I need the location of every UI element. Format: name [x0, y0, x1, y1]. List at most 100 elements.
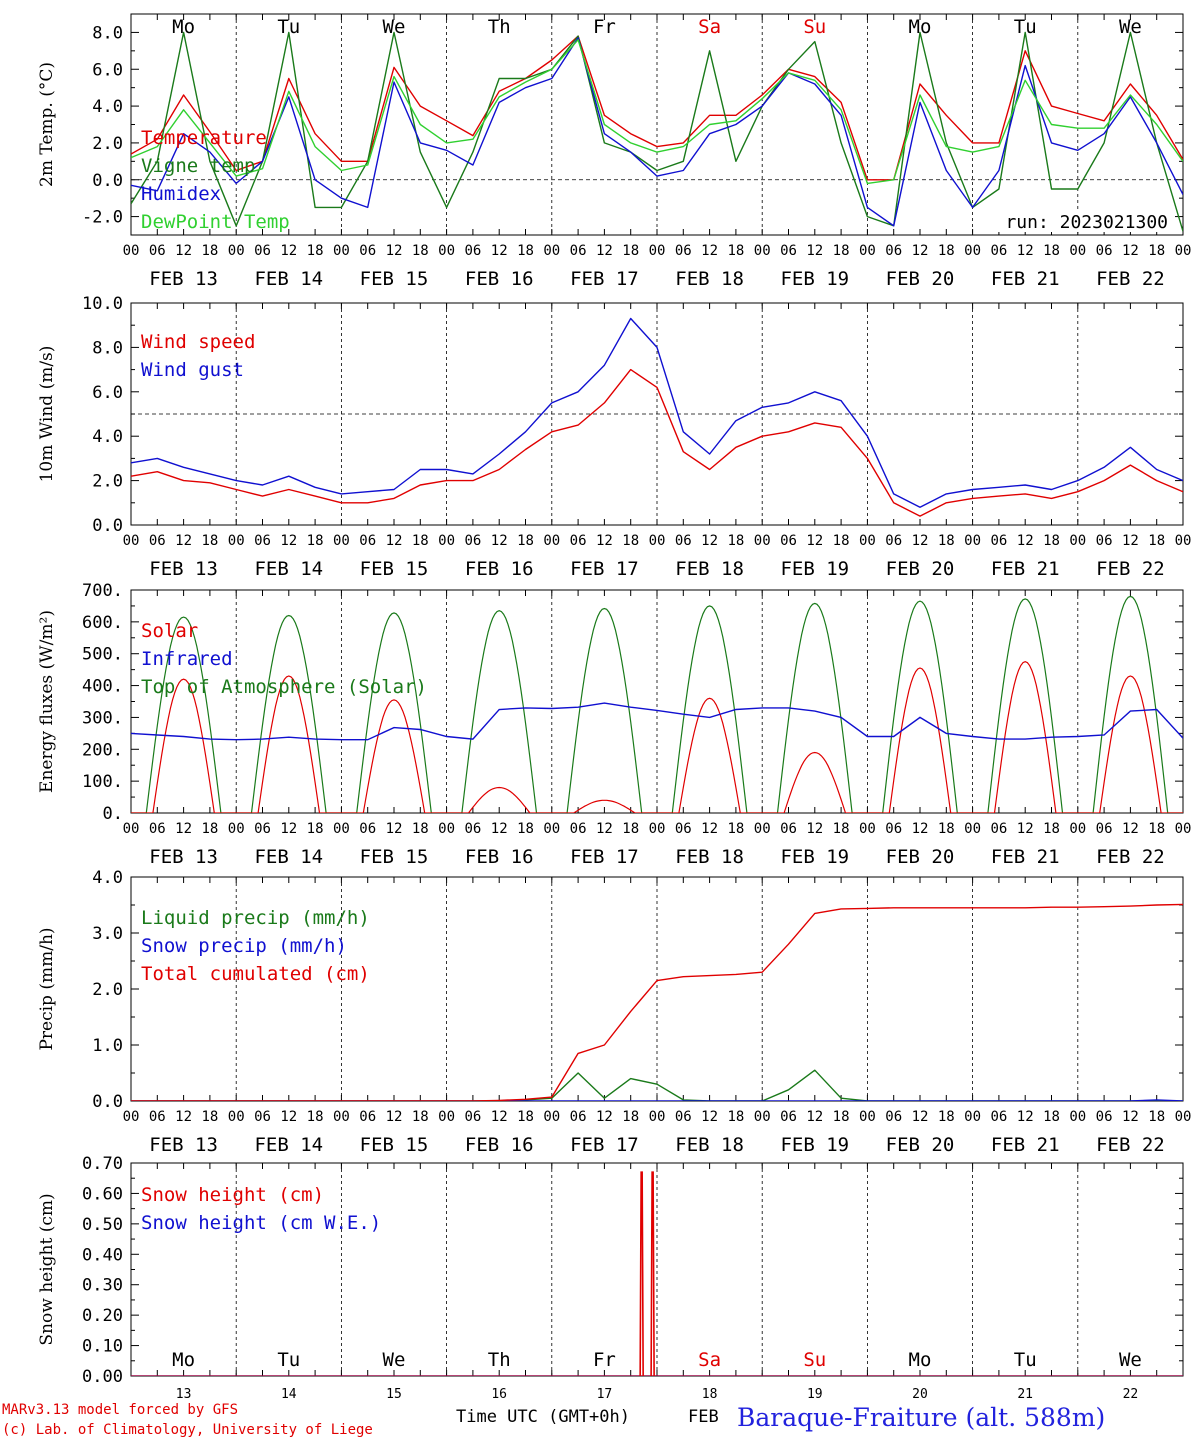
y-tick-label: 6.0	[92, 60, 123, 80]
legend-entry: Vigne temp	[141, 155, 255, 177]
hour-tick-label: 12	[1017, 1109, 1034, 1125]
date-label: FEB 20	[886, 268, 955, 290]
hour-tick-label: 06	[990, 1109, 1007, 1125]
hour-tick-label: 00	[859, 533, 876, 549]
weekday-label: Mo	[909, 16, 932, 38]
hour-tick-label: 12	[701, 243, 718, 259]
date-label: FEB 17	[570, 846, 639, 868]
hour-tick-label: 18	[1148, 821, 1165, 837]
day-number-label: 16	[491, 1387, 507, 1402]
y-tick-label: 2.0	[92, 134, 123, 154]
series-line-solar	[131, 661, 1183, 813]
y-tick-label: 700.	[82, 581, 123, 601]
hour-tick-label: 00	[1175, 821, 1192, 837]
hour-tick-label: 06	[675, 243, 692, 259]
y-tick-label: 0.0	[92, 516, 123, 536]
day-number-label: 17	[597, 1387, 613, 1402]
hour-tick-label: 06	[570, 821, 587, 837]
hour-tick-label: 00	[649, 1109, 666, 1125]
series-line-wind-speed	[131, 368, 1183, 517]
y-axis-label: 10m Wind (m/s)	[37, 346, 57, 483]
plot-area	[131, 903, 1183, 1101]
hour-tick-label: 18	[1148, 1109, 1165, 1125]
hour-tick-label: 00	[438, 821, 455, 837]
model-credit: MARv3.13 model forced by GFS	[2, 1402, 238, 1418]
day-number-label: 15	[386, 1387, 402, 1402]
y-tick-label: 8.0	[92, 338, 123, 358]
hour-tick-label: 00	[228, 821, 245, 837]
hour-tick-label: 18	[201, 821, 218, 837]
hour-tick-label: 06	[149, 821, 166, 837]
date-label: FEB 20	[886, 1134, 955, 1156]
hour-tick-label: 06	[254, 243, 271, 259]
y-tick-label: 200.	[82, 740, 123, 760]
date-label: FEB 13	[149, 1134, 218, 1156]
hour-tick-label: 18	[938, 243, 955, 259]
hour-tick-label: 06	[149, 243, 166, 259]
hour-tick-label: 18	[412, 821, 429, 837]
date-label: FEB 18	[675, 268, 744, 290]
hour-tick-label: 00	[649, 533, 666, 549]
hour-tick-label: 18	[833, 533, 850, 549]
hour-tick-label: 18	[833, 243, 850, 259]
y-tick-label: 8.0	[92, 23, 123, 43]
weekday-label: Mo	[909, 1349, 932, 1371]
hour-tick-label: 12	[806, 1109, 823, 1125]
hour-tick-label: 00	[1175, 1109, 1192, 1125]
hour-tick-label: 06	[675, 533, 692, 549]
y-tick-label: 2.0	[92, 980, 123, 1000]
legend-entry: Liquid precip (mm/h)	[141, 907, 370, 929]
y-tick-label: 0.50	[82, 1215, 123, 1235]
footer-layer: MARv3.13 model forced by GFS (c) Lab. of…	[2, 1402, 1105, 1438]
date-label: FEB 15	[360, 558, 429, 580]
date-label: FEB 21	[991, 558, 1060, 580]
panel-3: 700. 600. 500. 400. 300. 200. 100. 0. Energy flu…	[37, 581, 1191, 868]
hour-tick-label: 18	[1043, 1109, 1060, 1125]
weekday-label: Su	[803, 16, 826, 38]
date-label: FEB 19	[780, 846, 849, 868]
hour-tick-label: 00	[333, 243, 350, 259]
hour-tick-label: 06	[464, 243, 481, 259]
hour-tick-label: 00	[228, 533, 245, 549]
hour-tick-label: 06	[780, 821, 797, 837]
hour-tick-label: 06	[885, 243, 902, 259]
weekday-label: We	[1119, 16, 1142, 38]
hour-tick-label: 12	[1122, 243, 1139, 259]
hour-tick-label: 12	[280, 243, 297, 259]
panel-5: 0.70 0.60 0.50 0.40 0.30 0.20 0.10 0.00 Snow hei…	[37, 1154, 1184, 1402]
hour-tick-label: 18	[727, 533, 744, 549]
plot-area	[131, 595, 1183, 813]
weekday-label: Fr	[593, 1349, 616, 1371]
hour-tick-label: 06	[885, 533, 902, 549]
weekday-label: Su	[803, 1349, 826, 1371]
hour-tick-label: 12	[596, 1109, 613, 1125]
hour-tick-label: 06	[1096, 533, 1113, 549]
hour-tick-label: 12	[701, 533, 718, 549]
hour-tick-label: 00	[1175, 243, 1192, 259]
legend-entry: Snow height (cm)	[141, 1184, 324, 1206]
legend-entry: Wind speed	[141, 331, 255, 353]
plot-area	[131, 1171, 1183, 1376]
weekday-label: Mo	[172, 16, 195, 38]
hour-tick-label: 00	[754, 821, 771, 837]
y-tick-label: 0.20	[82, 1306, 123, 1326]
date-label: FEB 13	[149, 846, 218, 868]
hour-tick-label: 18	[938, 1109, 955, 1125]
series-line-liquid-precip-mm-h-	[131, 1069, 1183, 1101]
hour-tick-label: 18	[938, 533, 955, 549]
hour-tick-label: 12	[491, 821, 508, 837]
day-number-label: 20	[912, 1387, 928, 1402]
date-label: FEB 14	[254, 846, 323, 868]
panel-4: 4.0 3.0 2.0 1.0 0.0 Precip (mm/h) 00 06 12 18 00 06…	[37, 868, 1191, 1156]
date-label: FEB 17	[570, 268, 639, 290]
day-number-label: 18	[702, 1387, 718, 1402]
legend-entry: Snow height (cm W.E.)	[141, 1212, 381, 1234]
hour-tick-label: 06	[570, 1109, 587, 1125]
y-tick-label: 400.	[82, 677, 123, 697]
hour-tick-label: 12	[386, 533, 403, 549]
hour-tick-label: 00	[228, 1109, 245, 1125]
date-label: FEB 17	[570, 558, 639, 580]
date-label: FEB 22	[1096, 1134, 1165, 1156]
hour-tick-label: 06	[464, 533, 481, 549]
hour-tick-label: 12	[280, 821, 297, 837]
